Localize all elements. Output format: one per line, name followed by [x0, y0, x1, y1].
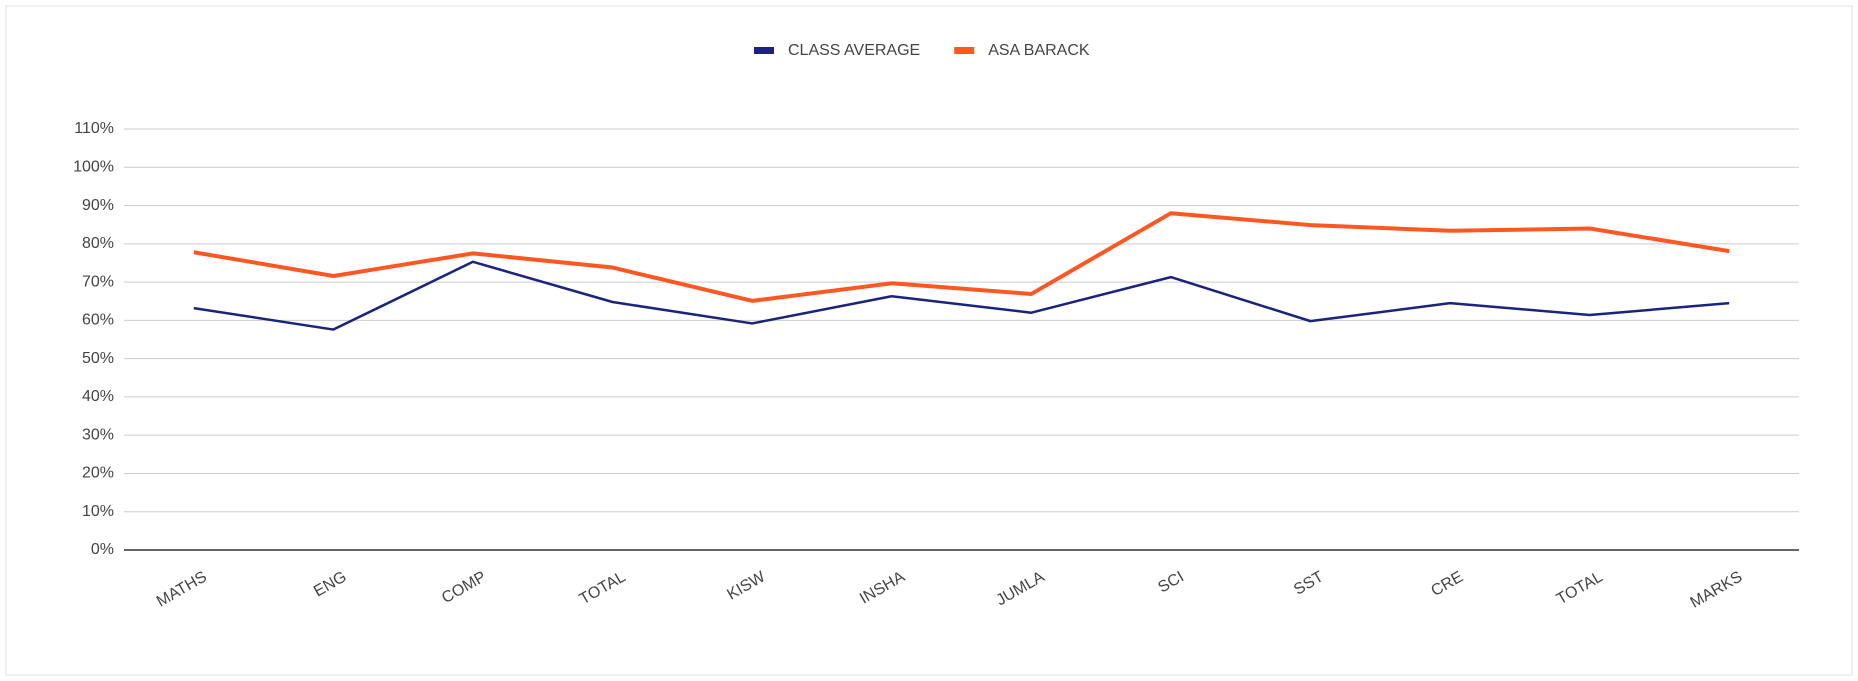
y-tick-label: 80%	[82, 235, 114, 252]
y-tick-label: 90%	[82, 197, 114, 214]
y-tick-label: 0%	[91, 541, 114, 558]
chart-frame	[5, 5, 1853, 676]
y-tick-label: 70%	[82, 273, 114, 290]
legend-label: ASA BARACK	[988, 42, 1090, 59]
legend-label: CLASS AVERAGE	[788, 42, 920, 59]
y-tick-label: 110%	[74, 120, 114, 137]
y-tick-label: 40%	[82, 388, 114, 405]
y-tick-label: 50%	[82, 350, 114, 367]
legend-swatch	[754, 47, 774, 54]
y-tick-label: 60%	[82, 312, 114, 329]
y-tick-label: 10%	[82, 503, 114, 520]
y-tick-label: 20%	[82, 465, 114, 482]
series-line	[193, 260, 1730, 331]
series-line	[193, 211, 1730, 303]
y-tick-label: 100%	[73, 158, 114, 175]
legend-swatch	[954, 47, 975, 54]
y-tick-label: 30%	[82, 426, 114, 443]
